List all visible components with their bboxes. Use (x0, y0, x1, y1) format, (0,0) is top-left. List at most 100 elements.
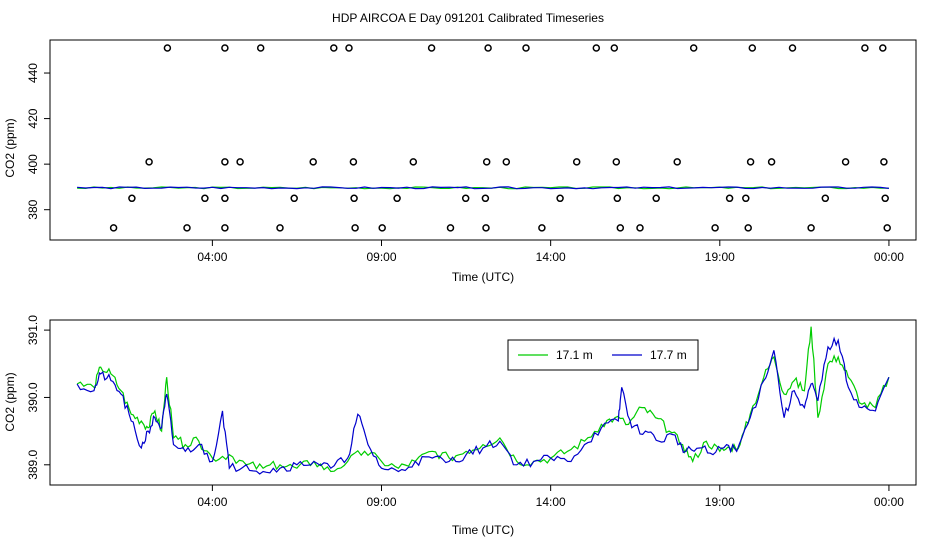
calibration-point (221, 158, 229, 166)
calibration-point (276, 224, 284, 232)
bottom-x-tick-label: 14:00 (536, 495, 566, 509)
top-x-axis-label: Time (UTC) (452, 270, 514, 284)
top-x-ticks: 04:00 09:00 14:00 19:00 00:00 (197, 240, 904, 264)
calibration-point (807, 224, 815, 232)
bottom-y-axis-label: CO2 (ppm) (3, 372, 17, 431)
bottom-x-tick-label: 19:00 (705, 495, 735, 509)
calibration-point (128, 194, 136, 203)
calibration-point (613, 194, 622, 203)
calibration-point (742, 194, 750, 203)
bottom-y-tick-label: 389.0 (26, 449, 40, 479)
calibration-point (446, 224, 455, 232)
figure-title: HDP AIRCOA E Day 091201 Calibrated Times… (332, 11, 604, 25)
top-scatter-points (109, 44, 891, 232)
bottom-plot-frame (49, 319, 917, 486)
calibration-point (522, 44, 530, 52)
top-series-lines (77, 186, 889, 190)
top-x-tick-label: 19:00 (705, 250, 735, 264)
bottom-series-lines (76, 326, 890, 475)
top-x-tick-label: 09:00 (367, 250, 397, 264)
top-x-tick-label: 00:00 (874, 250, 904, 264)
top-panel: 04:00 09:00 14:00 19:00 00:00 380 400 420 440 T… (3, 39, 917, 284)
calibration-point (481, 194, 490, 203)
top-x-tick-label: 04:00 (197, 250, 227, 264)
calibration-point (767, 158, 776, 166)
calibration-point (612, 158, 621, 166)
top-series-line-17-7-m (77, 186, 889, 190)
calibration-point (689, 44, 698, 52)
calibration-point (345, 44, 353, 52)
calibration-point (636, 224, 644, 232)
calibration-point (748, 44, 757, 52)
calibration-point (592, 44, 601, 52)
calibration-point (461, 194, 470, 203)
calibration-point (290, 194, 298, 203)
calibration-point (556, 194, 564, 203)
top-y-tick-label: 380 (26, 199, 40, 219)
calibration-point (883, 224, 891, 232)
calibration-point (711, 224, 719, 232)
calibration-point (378, 224, 386, 232)
legend-label-17-1m: 17.1 m (556, 348, 593, 362)
top-plot-frame (49, 39, 917, 241)
calibration-point (221, 194, 229, 203)
calibration-point (861, 44, 869, 52)
calibration-point (349, 158, 358, 166)
bottom-y-tick-label: 391.0 (26, 315, 40, 345)
bottom-x-tick-label: 09:00 (367, 495, 397, 509)
bottom-series-line-17-1-m (76, 326, 890, 473)
calibration-point (330, 44, 338, 52)
top-y-tick-label: 400 (26, 154, 40, 174)
bottom-x-ticks: 04:00 09:00 14:00 19:00 00:00 (197, 485, 904, 509)
calibration-point (502, 158, 511, 166)
calibration-point (880, 158, 888, 166)
top-y-tick-label: 420 (26, 108, 40, 128)
calibration-point (788, 44, 797, 52)
legend-label-17-7m: 17.7 m (650, 348, 687, 362)
bottom-y-ticks: 389.0 390.0 391.0 (26, 315, 50, 480)
calibration-point (744, 224, 752, 232)
top-y-tick-label: 440 (26, 63, 40, 83)
calibration-point (351, 224, 359, 232)
top-y-axis-label: CO2 (ppm) (3, 118, 17, 177)
calibration-point (409, 158, 418, 166)
calibration-point (482, 158, 491, 166)
calibration-point (673, 158, 681, 166)
calibration-point (236, 158, 244, 166)
calibration-point (109, 224, 118, 232)
calibration-point (309, 158, 317, 166)
calibration-point (725, 194, 734, 203)
bottom-x-tick-label: 00:00 (874, 495, 904, 509)
top-y-ticks: 380 400 420 440 (26, 63, 50, 220)
bottom-y-tick-label: 390.0 (26, 382, 40, 412)
bottom-x-axis-label: Time (UTC) (452, 523, 514, 537)
calibration-point (482, 224, 490, 232)
calibration-point (879, 44, 887, 52)
calibration-point (221, 44, 229, 52)
calibration-point (610, 44, 619, 52)
calibration-point (881, 194, 889, 203)
calibration-point (427, 44, 436, 52)
bottom-series-line-17-7-m (76, 336, 890, 475)
bottom-panel: 04:00 09:00 14:00 19:00 00:00 389.0 390.0 391.… (3, 315, 917, 537)
calibration-point (572, 158, 581, 166)
bottom-x-tick-label: 04:00 (197, 495, 227, 509)
calibration-point (201, 194, 209, 203)
calibration-point (652, 194, 660, 203)
top-x-tick-label: 14:00 (536, 250, 566, 264)
calibration-point (393, 194, 401, 203)
calibration-point (616, 224, 625, 232)
calibration-point (183, 224, 191, 232)
calibration-point (163, 44, 172, 52)
calibration-point (841, 158, 850, 166)
calibration-point (821, 194, 830, 203)
calibration-point (145, 158, 153, 166)
calibration-point (484, 44, 492, 52)
legend: 17.1 m 17.7 m (507, 339, 699, 371)
calibration-point (221, 224, 229, 232)
calibration-point (350, 194, 358, 203)
calibration-point (256, 44, 265, 52)
calibration-point (538, 224, 546, 232)
calibration-point (746, 158, 755, 166)
